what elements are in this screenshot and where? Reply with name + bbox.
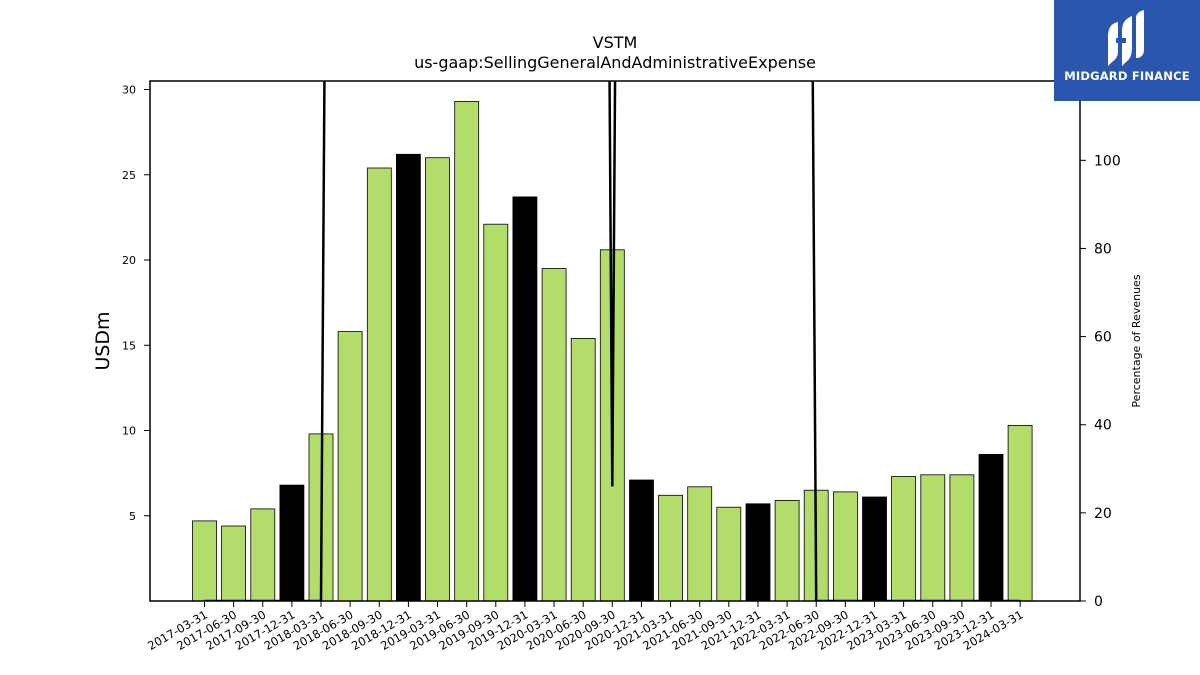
bar-2021-12-31 (745, 503, 771, 602)
plot-frame (149, 80, 1081, 602)
bar-2022-09-30 (833, 491, 858, 602)
y-axis-label: USDm (92, 311, 114, 370)
bar-2019-06-30 (454, 101, 480, 602)
bar-2022-12-31 (862, 496, 887, 602)
brand-logo: MIDGARD FINANCE (1054, 0, 1200, 101)
bar-2021-03-31 (658, 494, 683, 602)
y-tick-label: 5 (129, 510, 136, 523)
y2-tick-label: 80 (1094, 241, 1112, 257)
y-axis: 5 10 15 20 25 30 (122, 84, 150, 523)
y2-axis-label: Percentage of Revenues (1130, 274, 1143, 407)
y-tick-label: 30 (122, 84, 136, 97)
bar-2017-06-30 (221, 525, 247, 602)
bar-2021-06-30 (687, 486, 713, 602)
bar-2019-12-31 (512, 196, 538, 602)
bar-2022-03-31 (774, 499, 800, 602)
bar-2020-12-31 (629, 479, 654, 602)
bars-group (192, 101, 1033, 602)
y2-tick-label: 60 (1094, 330, 1112, 346)
bar-2023-03-31 (891, 476, 916, 602)
y-tick-label: 20 (122, 254, 136, 267)
percentage-line (204, 81, 1021, 601)
y-tick-label: 25 (122, 169, 136, 182)
bar-2018-12-31 (395, 153, 421, 602)
bar-2023-12-31 (978, 453, 1004, 602)
bar-2021-09-30 (716, 506, 742, 602)
y-tick-label: 10 (122, 425, 136, 438)
bar-2017-09-30 (250, 508, 276, 602)
bar-2023-06-30 (920, 474, 946, 602)
bar-2017-12-31 (279, 484, 305, 602)
bar-2017-03-31 (192, 520, 217, 602)
y2-axis: 0 20 40 60 80 100 (1080, 153, 1121, 610)
x-axis: 2017-03-312017-06-302017-09-302017-12-31… (145, 601, 1026, 653)
brand-logo-text: MIDGARD FINANCE (1064, 69, 1190, 83)
chart-subtitle: us-gaap:SellingGeneralAndAdministrativeE… (414, 53, 816, 72)
chart-title: VSTM (593, 33, 638, 52)
y2-tick-label: 20 (1094, 506, 1112, 522)
midgard-logo-icon (1108, 10, 1144, 66)
bar-2018-06-30 (337, 331, 363, 602)
y2-tick-label: 40 (1094, 418, 1112, 434)
bar-2023-09-30 (949, 474, 975, 602)
y2-tick-label: 0 (1094, 594, 1103, 610)
bar-2019-03-31 (425, 157, 450, 602)
bar-2018-09-30 (366, 167, 392, 602)
bar-2020-06-30 (570, 337, 596, 602)
y-tick-label: 15 (122, 339, 136, 352)
bar-2024-03-31 (1007, 424, 1033, 602)
bar-2020-03-31 (541, 268, 567, 602)
y2-tick-label: 100 (1094, 153, 1121, 169)
line-group (204, 81, 1021, 601)
bar-2019-09-30 (483, 223, 509, 602)
